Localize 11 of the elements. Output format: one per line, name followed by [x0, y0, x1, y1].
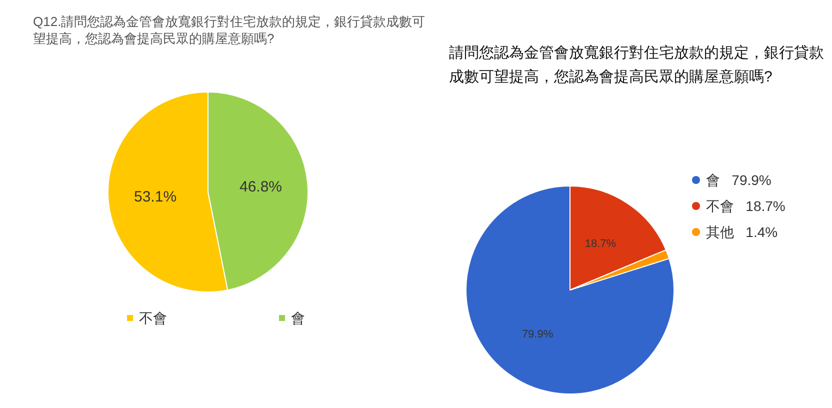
legend-label: 會 — [291, 310, 305, 326]
data-label: 18.7% — [584, 238, 616, 250]
data-label: 79.9% — [522, 328, 554, 340]
legend-label: 會 79.9% — [706, 172, 772, 188]
data-label: 53.1% — [134, 188, 177, 206]
data-label: 46.8% — [239, 178, 282, 196]
legend-label: 不會 — [139, 310, 167, 326]
legend-label: 其他 1.4% — [706, 224, 778, 240]
chart-title: Q12.請問您認為金管會放寬銀行對住宅放款的規定，銀行貸款成數可望提高，您認為會提高民眾的購屋意願嗎? — [33, 14, 426, 46]
chart-title: 請問您認為金管會放寬銀行對住宅放款的規定，銀行貸款成數可望提高，您認為會提高民眾的購屋意願嗎? — [449, 44, 824, 86]
legend-label: 不會 18.7% — [706, 198, 786, 214]
